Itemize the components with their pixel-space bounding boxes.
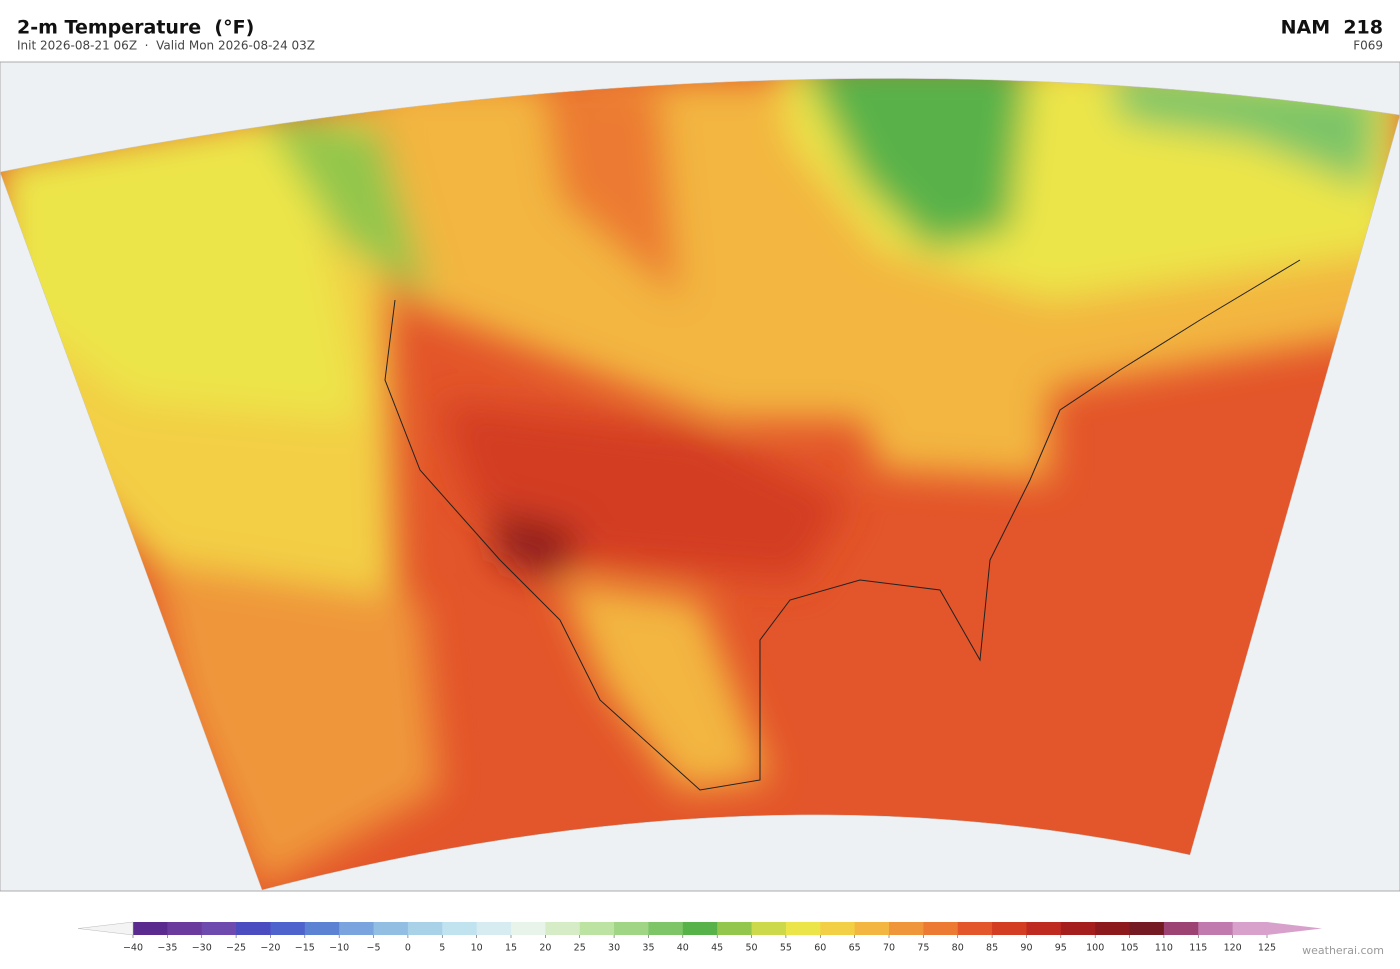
colorbar-bin <box>511 922 546 935</box>
colorbar-tick-label: 85 <box>986 943 998 954</box>
colorbar-bin <box>1198 922 1234 935</box>
colorbar-bin <box>889 922 924 935</box>
colorbar-tick-label: 115 <box>1189 943 1207 954</box>
colorbar-bin <box>923 922 959 935</box>
colorbar-tick-label: 50 <box>745 943 757 954</box>
colorbar: −40 −35 −30 −25 −20 −15 −10 −5 0 5 10 15 20 25 30 35 40 4… <box>77 921 1322 954</box>
colorbar-tick-label: 75 <box>917 943 929 954</box>
model-name: NAM 218 <box>1281 17 1383 39</box>
colorbar-bin <box>785 922 821 935</box>
colorbar-bin <box>167 922 203 935</box>
colorbar-tick-label: −35 <box>157 943 177 954</box>
temperature-field <box>0 78 1400 890</box>
watermark: weatherai.com <box>1302 944 1384 957</box>
colorbar-tick-label: 10 <box>471 943 483 954</box>
colorbar-tick-label: 15 <box>505 943 517 954</box>
colorbar-tick-label: 90 <box>1020 943 1032 954</box>
domain-edge <box>0 78 1400 891</box>
colorbar-bin <box>270 922 306 935</box>
colorbar-tick-label: 110 <box>1155 943 1173 954</box>
colorbar-bin <box>1060 922 1096 935</box>
colorbar-tick-label: 105 <box>1120 943 1138 954</box>
colorbar-tick-label: 100 <box>1086 943 1104 954</box>
colorbar-bin <box>133 922 168 935</box>
colorbar-bin <box>820 922 856 935</box>
colorbar-tick-label: −40 <box>123 943 143 954</box>
colorbar-tick-label: 95 <box>1055 943 1067 954</box>
colorbar-tick-label: 70 <box>883 943 895 954</box>
colorbar-bin <box>579 922 615 935</box>
colorbar-bin <box>1026 922 1062 935</box>
colorbar-over <box>1267 922 1322 935</box>
colorbar-tick-label: 40 <box>677 943 689 954</box>
colorbar-tick-label: 35 <box>642 943 654 954</box>
colorbar-bin <box>957 922 993 935</box>
colorbar-bin <box>373 922 409 935</box>
colorbar-bin <box>442 922 478 935</box>
colorbar-tick-label: 30 <box>608 943 620 954</box>
colorbar-bin <box>407 922 443 935</box>
colorbar-tick-label: 20 <box>539 943 551 954</box>
colorbar-bin <box>992 922 1027 935</box>
colorbar-bin <box>648 922 684 935</box>
colorbar-tick-label: −25 <box>226 943 246 954</box>
colorbar-bin <box>476 922 512 935</box>
colorbar-bin <box>614 922 649 935</box>
colorbar-tick-label: 65 <box>849 943 861 954</box>
colorbar-tick-label: −15 <box>295 943 315 954</box>
colorbar-tick-label: 80 <box>952 943 964 954</box>
colorbar-bin <box>545 922 581 935</box>
colorbar-tick-label: 60 <box>814 943 826 954</box>
colorbar-bin <box>682 922 718 935</box>
colorbar-tick-label: −30 <box>192 943 212 954</box>
colorbar-bin <box>236 922 271 935</box>
colorbar-bin <box>717 922 753 935</box>
forecast-hour: F069 <box>1353 39 1383 53</box>
coastline <box>384 259 1301 791</box>
colorbar-tick-label: 25 <box>574 943 586 954</box>
colorbar-tick-label: −10 <box>329 943 349 954</box>
colorbar-tick-label: 120 <box>1224 943 1242 954</box>
title: 2-m Temperature (°F) <box>17 17 254 39</box>
colorbar-bin <box>854 922 890 935</box>
colorbar-tick-label: 125 <box>1258 943 1276 954</box>
colorbar-bin <box>1095 922 1131 935</box>
subtitle: Init 2026-08-21 06Z · Valid Mon 2026-08-… <box>17 39 315 53</box>
colorbar-under <box>77 921 134 936</box>
colorbar-tick-label: 55 <box>780 943 792 954</box>
colorbar-tick-label: 5 <box>439 943 445 954</box>
colorbar-tick-label: 0 <box>405 943 411 954</box>
colorbar-bin <box>304 922 340 935</box>
colorbar-tick-label: −20 <box>260 943 280 954</box>
colorbar-bin <box>751 922 787 935</box>
colorbar-bin <box>1129 922 1165 935</box>
colorbar-bin <box>201 922 237 935</box>
colorbar-tick-label: −5 <box>367 943 381 954</box>
colorbar-bin <box>1163 922 1199 935</box>
colorbar-bin <box>339 922 375 935</box>
colorbar-bin <box>1232 922 1268 935</box>
colorbar-tick-label: 45 <box>711 943 723 954</box>
